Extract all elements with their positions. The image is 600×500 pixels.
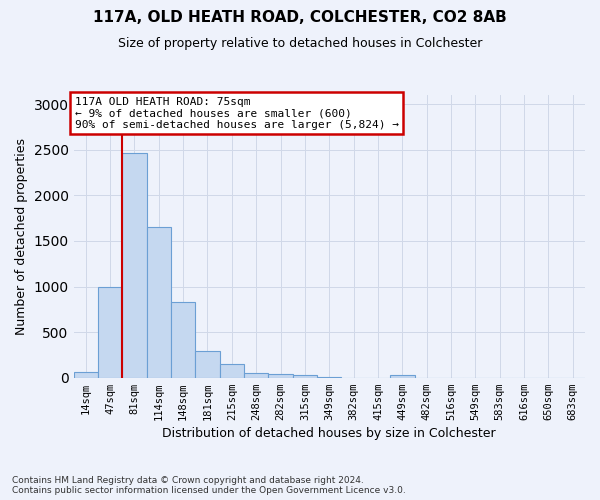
- Text: Contains HM Land Registry data © Crown copyright and database right 2024.
Contai: Contains HM Land Registry data © Crown c…: [12, 476, 406, 495]
- Bar: [122, 154, 146, 378]
- Bar: [98, 286, 122, 378]
- Bar: [146, 227, 171, 378]
- Text: Size of property relative to detached houses in Colchester: Size of property relative to detached ho…: [118, 38, 482, 51]
- Bar: [390, 375, 415, 378]
- Bar: [171, 302, 196, 378]
- Text: 117A OLD HEATH ROAD: 75sqm
← 9% of detached houses are smaller (600)
90% of semi: 117A OLD HEATH ROAD: 75sqm ← 9% of detac…: [75, 97, 399, 130]
- Bar: [244, 372, 268, 378]
- Bar: [74, 372, 98, 378]
- Bar: [196, 351, 220, 378]
- X-axis label: Distribution of detached houses by size in Colchester: Distribution of detached houses by size …: [163, 427, 496, 440]
- Bar: [220, 364, 244, 378]
- Y-axis label: Number of detached properties: Number of detached properties: [15, 138, 28, 335]
- Text: 117A, OLD HEATH ROAD, COLCHESTER, CO2 8AB: 117A, OLD HEATH ROAD, COLCHESTER, CO2 8A…: [93, 10, 507, 25]
- Bar: [317, 377, 341, 378]
- Bar: [293, 375, 317, 378]
- Bar: [268, 374, 293, 378]
